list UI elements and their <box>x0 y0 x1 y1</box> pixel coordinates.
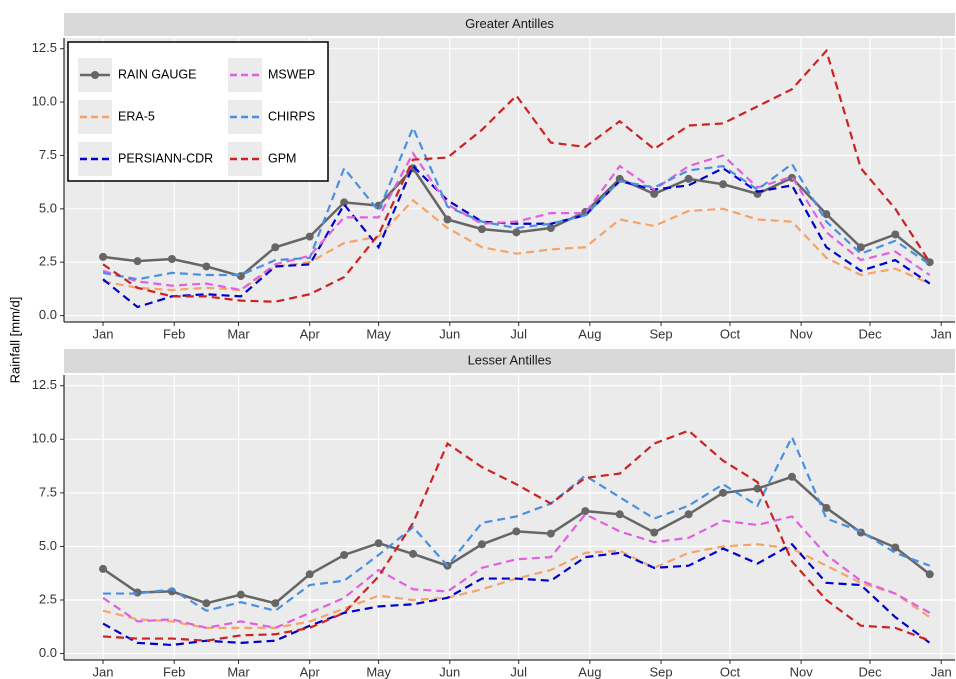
legend-label: CHIRPS <box>268 109 315 123</box>
point <box>409 549 418 558</box>
y-tick-label: 7.5 <box>39 484 57 499</box>
legend-label: MSWEP <box>268 67 315 81</box>
x-tick-label: Nov <box>790 326 814 341</box>
panel-strip <box>64 349 955 373</box>
legend-marker <box>91 71 99 79</box>
x-tick-label: Oct <box>720 664 741 679</box>
point <box>512 527 521 536</box>
x-tick-label: Jul <box>510 326 527 341</box>
point <box>650 528 659 537</box>
x-tick-label: Feb <box>163 326 185 341</box>
point <box>753 484 762 493</box>
point <box>133 257 142 266</box>
x-tick-label: Jan <box>931 326 952 341</box>
point <box>546 224 555 233</box>
legend-label: GPM <box>268 151 296 165</box>
y-tick-label: 2.5 <box>39 254 57 269</box>
point <box>202 599 211 608</box>
panel-title: Greater Antilles <box>465 16 554 31</box>
point <box>443 215 452 224</box>
point <box>856 243 865 252</box>
x-tick-label: Aug <box>578 326 601 341</box>
panel-title: Lesser Antilles <box>468 352 552 367</box>
point <box>99 252 108 261</box>
legend-label: RAIN GAUGE <box>118 67 197 81</box>
y-tick-label: 5.0 <box>39 538 57 553</box>
series-line <box>102 512 931 630</box>
x-tick-label: Mar <box>227 326 250 341</box>
x-tick-label: Oct <box>720 326 741 341</box>
point <box>719 488 728 497</box>
point <box>925 570 934 579</box>
x-tick-label: Sep <box>649 664 672 679</box>
point <box>305 232 314 241</box>
x-tick-label: Mar <box>227 664 250 679</box>
x-tick-label: Jun <box>439 664 460 679</box>
point <box>719 180 728 189</box>
x-tick-label: Jan <box>931 664 952 679</box>
y-tick-label: 7.5 <box>39 147 57 162</box>
point <box>822 503 831 512</box>
point <box>684 510 693 519</box>
x-tick-label: Sep <box>649 326 672 341</box>
series-line <box>102 198 931 292</box>
x-tick-label: May <box>366 326 391 341</box>
panel-strip <box>64 13 955 36</box>
point <box>340 198 349 207</box>
y-axis-label: Rainfall [mm/d] <box>7 297 22 384</box>
point <box>581 507 590 516</box>
series-line <box>102 542 931 647</box>
series-line <box>102 164 931 309</box>
y-tick-label: 0.0 <box>39 645 57 660</box>
point <box>925 258 934 267</box>
x-tick-label: Jan <box>93 326 114 341</box>
series-line <box>102 151 931 292</box>
x-tick-label: Aug <box>578 664 601 679</box>
point <box>891 230 900 239</box>
x-tick-label: Jul <box>510 664 527 679</box>
y-tick-label: 12.5 <box>32 40 57 55</box>
legend-label: PERSIANN-CDR <box>118 151 213 165</box>
y-tick-label: 0.0 <box>39 307 57 322</box>
x-tick-label: May <box>366 664 391 679</box>
x-tick-label: Jun <box>439 326 460 341</box>
x-tick-label: Feb <box>163 664 185 679</box>
point <box>477 225 486 234</box>
series-line <box>102 429 931 642</box>
point <box>891 543 900 552</box>
point <box>305 570 314 579</box>
point <box>512 228 521 237</box>
point <box>271 243 280 252</box>
x-tick-label: Apr <box>300 664 321 679</box>
point <box>615 510 624 519</box>
point <box>546 529 555 538</box>
series-line <box>102 48 931 303</box>
plot-bg <box>64 375 955 660</box>
x-tick-label: Dec <box>858 664 882 679</box>
point <box>650 189 659 198</box>
point <box>684 174 693 183</box>
y-tick-label: 5.0 <box>39 200 57 215</box>
point <box>202 262 211 271</box>
point <box>374 539 383 548</box>
y-tick-label: 2.5 <box>39 591 57 606</box>
x-tick-label: Nov <box>790 664 814 679</box>
y-tick-label: 10.0 <box>32 431 57 446</box>
y-tick-label: 12.5 <box>32 377 57 392</box>
point <box>477 540 486 549</box>
y-tick-label: 10.0 <box>32 93 57 108</box>
x-tick-label: Dec <box>858 326 882 341</box>
series-line <box>103 434 931 612</box>
legend-label: ERA-5 <box>118 109 155 123</box>
point <box>822 210 831 219</box>
x-tick-label: Jan <box>93 664 114 679</box>
point <box>167 255 176 264</box>
point <box>99 564 108 573</box>
point <box>340 551 349 559</box>
point <box>787 472 796 481</box>
x-tick-label: Apr <box>300 326 321 341</box>
point <box>271 599 280 608</box>
point <box>236 590 245 599</box>
